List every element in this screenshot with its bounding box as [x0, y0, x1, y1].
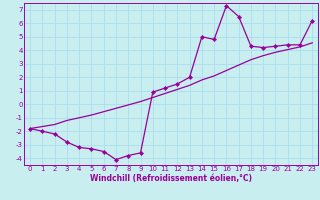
X-axis label: Windchill (Refroidissement éolien,°C): Windchill (Refroidissement éolien,°C): [90, 174, 252, 183]
